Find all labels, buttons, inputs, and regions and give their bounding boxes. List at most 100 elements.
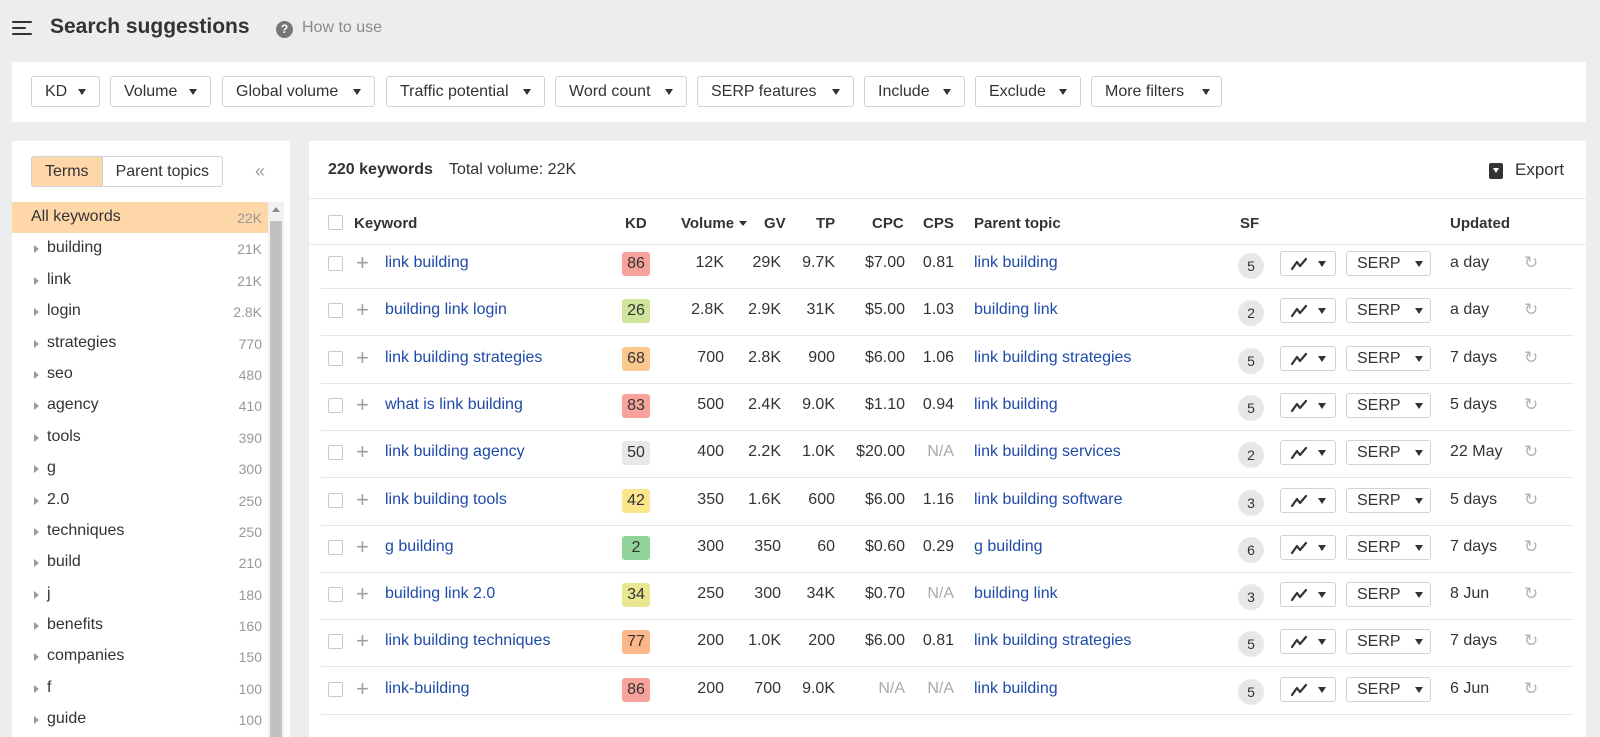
- sidebar-item-all-keywords[interactable]: All keywords 22K: [12, 202, 268, 234]
- keyword-link[interactable]: link building agency: [385, 443, 525, 461]
- add-to-list-icon[interactable]: +: [356, 391, 369, 417]
- tab-parent-topics[interactable]: Parent topics: [115, 163, 209, 180]
- serp-features-count[interactable]: 5: [1238, 678, 1264, 705]
- sidebar-item[interactable]: 2.0 250: [12, 485, 268, 516]
- trend-button[interactable]: [1280, 392, 1336, 418]
- refresh-icon[interactable]: ↻: [1524, 678, 1539, 698]
- parent-topic-link[interactable]: link building: [974, 254, 1058, 271]
- serp-features-count[interactable]: 3: [1238, 489, 1264, 516]
- expand-icon[interactable]: [34, 653, 39, 662]
- refresh-icon[interactable]: ↻: [1524, 394, 1539, 414]
- trend-button[interactable]: [1280, 582, 1336, 608]
- collapse-sidebar-icon[interactable]: «: [255, 161, 266, 181]
- col-parent-topic[interactable]: Parent topic: [974, 215, 1061, 232]
- add-to-list-icon[interactable]: +: [356, 628, 369, 654]
- sidebar-item[interactable]: build 210: [12, 547, 268, 578]
- filter-include-button[interactable]: Include: [864, 76, 965, 107]
- row-checkbox[interactable]: [328, 539, 343, 555]
- help-icon[interactable]: ?: [276, 21, 293, 38]
- sidebar-item[interactable]: agency 410: [12, 390, 268, 421]
- scroll-up-icon[interactable]: [272, 207, 280, 212]
- expand-icon[interactable]: [34, 276, 39, 285]
- expand-icon[interactable]: [34, 370, 39, 379]
- parent-topic-link[interactable]: link building strategies: [974, 348, 1132, 366]
- keyword-link[interactable]: link building techniques: [385, 632, 551, 650]
- refresh-icon[interactable]: ↻: [1524, 631, 1539, 651]
- col-gv[interactable]: GV: [764, 215, 786, 232]
- keyword-link[interactable]: link-building: [385, 679, 470, 697]
- serp-features-count[interactable]: 5: [1238, 253, 1264, 279]
- trend-button[interactable]: [1280, 251, 1336, 276]
- sidebar-scrollbar[interactable]: [268, 202, 284, 737]
- serp-features-count[interactable]: 2: [1238, 300, 1264, 327]
- refresh-icon[interactable]: ↻: [1524, 300, 1539, 320]
- serp-button[interactable]: SERP: [1346, 534, 1431, 560]
- expand-icon[interactable]: [34, 684, 39, 693]
- serp-button[interactable]: SERP: [1346, 392, 1431, 418]
- export-icon[interactable]: [1489, 163, 1503, 179]
- parent-topic-link[interactable]: link building software: [974, 490, 1123, 508]
- expand-icon[interactable]: [34, 527, 39, 536]
- sidebar-item[interactable]: techniques 250: [12, 516, 268, 547]
- filter-kd-button[interactable]: KD: [31, 76, 100, 107]
- keyword-link[interactable]: building link 2.0: [385, 585, 496, 603]
- filter-global-volume-button[interactable]: Global volume: [222, 76, 375, 107]
- sidebar-item[interactable]: tools 390: [12, 422, 268, 453]
- add-to-list-icon[interactable]: +: [356, 344, 369, 370]
- filter-volume-button[interactable]: Volume: [110, 76, 211, 107]
- expand-icon[interactable]: [34, 496, 39, 505]
- filter-serp-features-button[interactable]: SERP features: [697, 76, 854, 107]
- sidebar-item[interactable]: benefits 160: [12, 610, 268, 641]
- add-to-list-icon[interactable]: +: [356, 439, 369, 465]
- add-to-list-icon[interactable]: +: [356, 486, 369, 512]
- serp-button[interactable]: SERP: [1346, 582, 1431, 608]
- filter-more-filters-button[interactable]: More filters: [1091, 76, 1222, 107]
- trend-button[interactable]: [1280, 534, 1336, 560]
- row-checkbox[interactable]: [328, 350, 343, 366]
- serp-button[interactable]: SERP: [1346, 345, 1431, 371]
- expand-icon[interactable]: [34, 716, 39, 725]
- parent-topic-link[interactable]: link building services: [974, 443, 1121, 461]
- trend-button[interactable]: [1280, 629, 1336, 655]
- keyword-link[interactable]: g building: [385, 537, 454, 555]
- add-to-list-icon[interactable]: +: [356, 250, 369, 275]
- filter-traffic-potential-button[interactable]: Traffic potential: [386, 76, 545, 107]
- menu-icon[interactable]: [12, 21, 32, 37]
- refresh-icon[interactable]: ↻: [1524, 253, 1539, 272]
- tab-terms[interactable]: Terms: [32, 157, 103, 186]
- add-to-list-icon[interactable]: +: [356, 581, 369, 607]
- col-updated[interactable]: Updated: [1450, 215, 1510, 232]
- add-to-list-icon[interactable]: +: [356, 533, 369, 559]
- col-tp[interactable]: TP: [816, 215, 836, 232]
- serp-features-count[interactable]: 5: [1238, 347, 1264, 374]
- refresh-icon[interactable]: ↻: [1524, 347, 1539, 367]
- row-checkbox[interactable]: [328, 587, 343, 603]
- col-volume[interactable]: Volume: [681, 215, 748, 232]
- expand-icon[interactable]: [34, 308, 39, 317]
- col-cps[interactable]: CPS: [923, 215, 954, 232]
- serp-button[interactable]: SERP: [1346, 298, 1431, 324]
- serp-button[interactable]: SERP: [1346, 487, 1431, 513]
- select-all-checkbox[interactable]: [328, 215, 343, 230]
- expand-icon[interactable]: [34, 590, 39, 599]
- refresh-icon[interactable]: ↻: [1524, 584, 1539, 604]
- sidebar-item[interactable]: f 100: [12, 673, 268, 704]
- row-checkbox[interactable]: [328, 256, 343, 271]
- col-kd[interactable]: KD: [625, 215, 647, 232]
- serp-features-count[interactable]: 5: [1238, 631, 1264, 658]
- row-checkbox[interactable]: [328, 445, 343, 461]
- serp-button[interactable]: SERP: [1346, 440, 1431, 466]
- refresh-icon[interactable]: ↻: [1524, 489, 1539, 509]
- col-sf[interactable]: SF: [1240, 215, 1260, 232]
- keyword-link[interactable]: link building tools: [385, 490, 507, 508]
- parent-topic-link[interactable]: link building: [974, 395, 1058, 413]
- keyword-link[interactable]: what is link building: [385, 395, 523, 413]
- parent-topic-link[interactable]: link building strategies: [974, 632, 1132, 650]
- sidebar-item[interactable]: seo 480: [12, 359, 268, 390]
- sidebar-item[interactable]: g 300: [12, 453, 268, 484]
- expand-icon[interactable]: [34, 559, 39, 568]
- trend-button[interactable]: [1280, 487, 1336, 513]
- serp-features-count[interactable]: 5: [1238, 394, 1264, 421]
- expand-icon[interactable]: [34, 433, 39, 442]
- trend-button[interactable]: [1280, 298, 1336, 324]
